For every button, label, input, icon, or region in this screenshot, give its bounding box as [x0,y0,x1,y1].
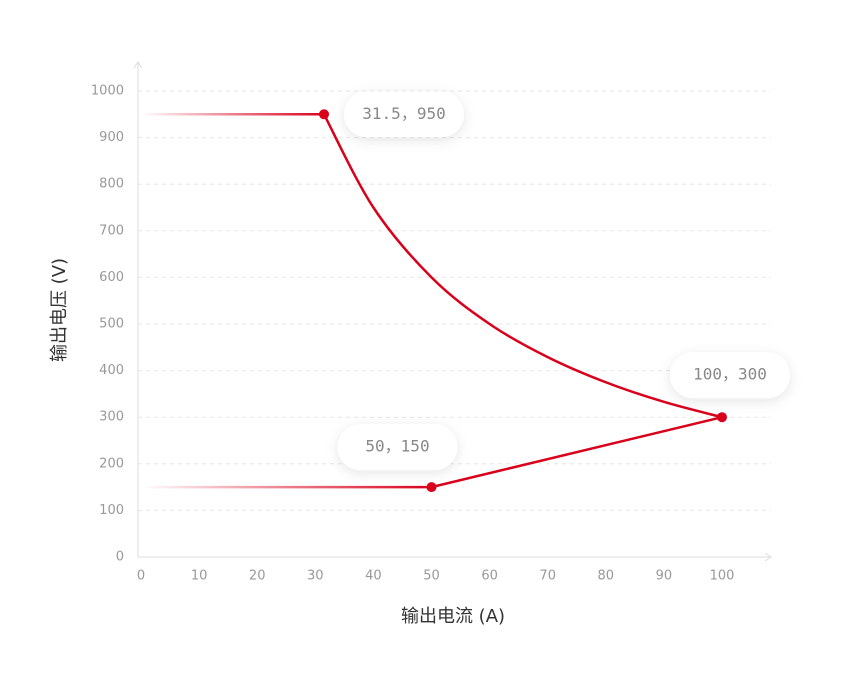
x-axis-title: 输出电流 (A) [401,606,505,627]
y-tick-label: 300 [99,410,124,425]
y-axis-title: 输出电压 (V) [49,258,70,362]
x-tick-label: 20 [249,569,266,584]
series-line [141,113,723,419]
point-label: 100，300 [693,365,767,384]
x-tick-label: 50 [423,569,440,584]
point-label-bubble [670,352,790,399]
point-marker [426,482,437,493]
y-tick-label: 1000 [91,84,124,99]
y-tick-label: 800 [99,177,124,192]
point-label-bubble [337,424,458,471]
x-tick-label: 80 [598,569,615,584]
x-tick-label: 100 [710,569,735,584]
y-tick-label: 0 [116,550,124,565]
point-label-bubble [344,91,465,138]
point-marker [319,109,330,120]
y-axis-arrow [133,61,143,69]
point-marker [717,412,727,423]
point-label: 31.5，950 [362,104,445,123]
y-tick-label: 700 [99,223,124,238]
point-label: 50，150 [365,437,429,456]
x-tick-label: 70 [539,569,556,584]
x-tick-label: 30 [307,569,324,584]
x-tick-label: 40 [365,569,382,584]
x-tick-label: 60 [481,569,498,584]
x-tick-label: 0 [137,569,145,584]
y-tick-label: 900 [99,130,124,145]
x-axis-arrow [764,552,772,562]
x-tick-label: 90 [656,569,673,584]
x-tick-label: 10 [191,569,208,584]
y-tick-label: 400 [99,363,124,378]
y-tick-label: 500 [99,317,124,332]
y-tick-label: 200 [99,456,124,471]
y-tick-label: 100 [99,503,124,518]
y-tick-label: 600 [99,270,124,285]
